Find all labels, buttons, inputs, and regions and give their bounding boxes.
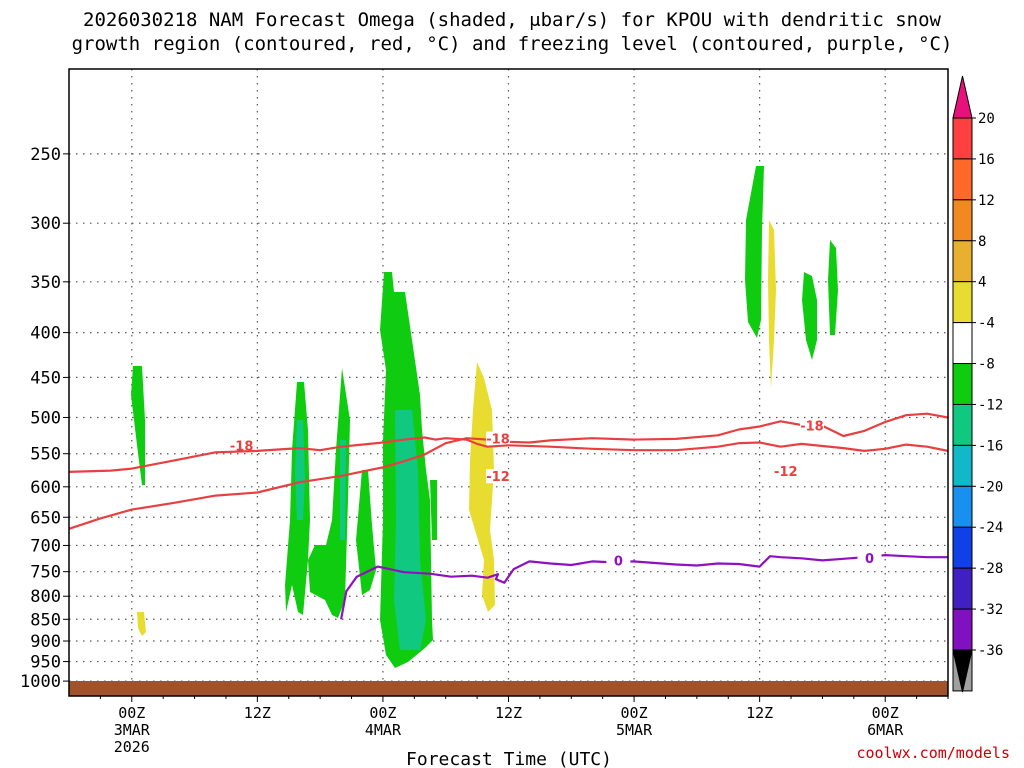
y-tick-label: 400 — [30, 324, 61, 344]
chart-title-line-1: 2026030218 NAM Forecast Omega (shaded, μ… — [83, 9, 941, 31]
contour-label-bg — [486, 431, 511, 446]
colorbar-swatch — [952, 526, 973, 569]
contour-line — [69, 412, 948, 530]
colorbar-label: -20 — [978, 479, 1003, 495]
y-tick-label: 650 — [30, 508, 61, 528]
colorbar-swatch — [952, 608, 973, 651]
x-tick-label: 00Z — [118, 704, 145, 722]
colorbar-label: -24 — [978, 520, 1003, 536]
omega-downward-region — [137, 612, 146, 636]
colorbar-label: -32 — [978, 602, 1003, 618]
colorbar-label: -4 — [978, 316, 995, 332]
y-tick-label: 850 — [30, 610, 61, 630]
colorbar-swatch — [952, 240, 973, 283]
omega-upward-region-strong — [340, 440, 346, 540]
contour-lines: -18 -18-18-12 -120 0 — [69, 412, 948, 620]
ground-surface — [69, 681, 948, 696]
contour-label: -12 — [774, 465, 798, 480]
colorbar-label: -36 — [978, 643, 1003, 659]
omega-upward-region — [745, 166, 764, 338]
contour-line — [69, 436, 948, 473]
y-tick-label: 250 — [30, 145, 61, 165]
grid-lines — [69, 69, 948, 696]
contour-line — [340, 554, 948, 620]
omega-upward-region — [131, 366, 145, 485]
chart-title-line-2: growth region (contoured, red, °C) and f… — [71, 33, 953, 55]
x-tick-label: 00Z — [369, 704, 396, 722]
y-tick-label: 800 — [30, 587, 61, 607]
y-tick-label: 700 — [30, 536, 61, 556]
x-tick-label: 4MAR — [365, 721, 402, 739]
contour-label: 0 — [865, 552, 874, 567]
x-tick-label: 12Z — [244, 704, 271, 722]
colorbar-label: 16 — [978, 152, 995, 168]
omega-downward-region — [469, 362, 495, 612]
colorbar-swatch — [952, 199, 973, 242]
x-tick-label: 3MAR — [114, 721, 151, 739]
colorbar-swatch — [952, 281, 973, 324]
colorbar-label: 8 — [978, 234, 986, 250]
y-tick-label: 550 — [30, 445, 61, 465]
y-tick-label: 900 — [30, 632, 61, 652]
x-tick-label: 12Z — [495, 704, 522, 722]
contour-label-bg — [606, 553, 631, 568]
omega-upward-region — [802, 272, 817, 360]
y-axis: 2503003504004505005506006507007508008509… — [20, 145, 69, 692]
contour-label-bg — [486, 469, 511, 484]
contour-label: -12 — [486, 470, 510, 485]
x-tick-label: 5MAR — [616, 721, 653, 739]
contour-label: -18 — [800, 419, 824, 434]
colorbar: 20 16 12 8 4 -4 -8 -12 -16 -20 -24 -28 -32 -36 — [952, 75, 1003, 693]
y-tick-label: 600 — [30, 478, 61, 498]
colorbar-swatch — [952, 158, 973, 201]
x-tick-label: 00Z — [872, 704, 899, 722]
y-tick-label: 1000 — [20, 672, 61, 692]
y-tick-label: 500 — [30, 408, 61, 428]
colorbar-label: 20 — [978, 111, 995, 127]
omega-upward-region — [430, 480, 437, 540]
omega-upward-region — [828, 240, 838, 335]
y-tick-label: 950 — [30, 653, 61, 673]
colorbar-label: 12 — [978, 193, 995, 209]
omega-upward-region-strong — [295, 420, 305, 520]
colorbar-swatch — [952, 403, 973, 446]
y-tick-label: 300 — [30, 214, 61, 234]
colorbar-label: -28 — [978, 561, 1003, 577]
x-tick-label: 12Z — [746, 704, 773, 722]
omega-upward-region-strong — [394, 410, 426, 650]
omega-upward-region — [356, 470, 376, 595]
x-tick-label: 2026 — [114, 738, 150, 756]
colorbar-swatch — [952, 485, 973, 528]
contour-label-bg — [799, 418, 824, 433]
x-tick-label: 00Z — [621, 704, 648, 722]
colorbar-bottom-arrow — [952, 649, 973, 693]
colorbar-swatch — [952, 444, 973, 487]
y-tick-label: 450 — [30, 368, 61, 388]
contour-label: -18 — [486, 433, 510, 448]
source-credit: coolwx.com/models — [856, 744, 1010, 762]
colorbar-swatch — [952, 567, 973, 610]
y-tick-label: 750 — [30, 563, 61, 583]
y-tick-label: 350 — [30, 273, 61, 293]
contour-label-bg — [229, 438, 254, 453]
x-tick-label: 6MAR — [867, 721, 904, 739]
colorbar-label: -16 — [978, 438, 1003, 454]
colorbar-swatch — [952, 322, 973, 365]
x-axis-label: Forecast Time (UTC) — [406, 749, 612, 768]
colorbar-swatch — [952, 117, 973, 160]
contour-label-bg — [773, 463, 798, 478]
colorbar-label: 4 — [978, 275, 986, 291]
colorbar-label: -12 — [978, 397, 1003, 413]
colorbar-top-arrow — [952, 75, 973, 119]
colorbar-swatch — [952, 363, 973, 405]
omega-upward-region — [308, 368, 350, 618]
omega-downward-region — [768, 220, 776, 388]
contour-label: 0 — [614, 554, 623, 569]
colorbar-label: -8 — [978, 357, 995, 373]
contour-label-bg — [857, 550, 882, 565]
